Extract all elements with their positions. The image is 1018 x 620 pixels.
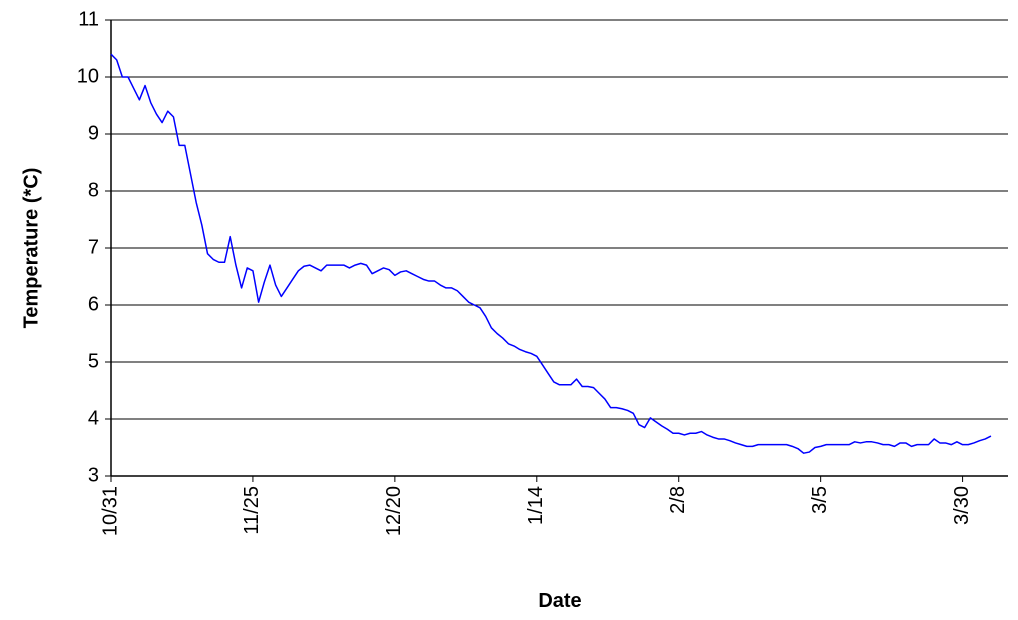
y-tick-label: 7 [88,236,99,258]
y-tick-label: 6 [88,293,99,315]
x-tick-label: 11/25 [241,486,263,535]
data-line [110,53,992,454]
y-tick-label: 3 [88,464,99,486]
x-axis-title: Date [538,590,581,612]
y-tick-label: 5 [88,350,99,372]
x-tick-label: 12/20 [383,486,405,536]
y-tick-label: 11 [78,8,99,30]
y-axis-title: Temperature (*C) [20,168,42,329]
x-tick-label: 2/8 [667,486,689,514]
x-tick-label: 3/30 [951,486,973,525]
y-tick-label: 4 [88,407,99,429]
x-tick-label: 3/5 [809,486,831,514]
y-tick-label: 9 [88,122,99,144]
x-tick-label: 1/14 [525,486,547,525]
x-tick-label: 10/31 [99,486,121,536]
y-tick-label: 10 [77,65,99,87]
y-tick-label: 8 [88,179,99,201]
